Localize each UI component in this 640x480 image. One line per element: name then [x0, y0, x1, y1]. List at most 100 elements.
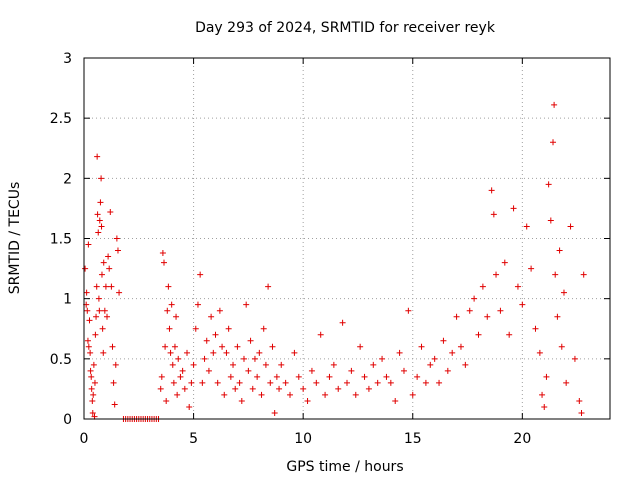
data-points: [82, 101, 587, 422]
data-point: [219, 343, 226, 350]
data-point: [262, 361, 269, 368]
data-point: [560, 289, 567, 296]
data-point: [552, 271, 559, 278]
data-point: [230, 361, 237, 368]
data-point: [94, 211, 101, 218]
data-point: [322, 391, 329, 398]
data-point: [348, 367, 355, 374]
data-point: [85, 241, 92, 248]
data-point: [493, 271, 500, 278]
x-tick-label: 20: [513, 431, 531, 447]
data-point: [83, 289, 90, 296]
data-point: [453, 313, 460, 320]
data-point: [223, 349, 230, 356]
data-point: [169, 361, 176, 368]
data-point: [317, 331, 324, 338]
ticks: 0 5 10 15 20 0 0.5 1 1.5 2 2.5 3: [50, 51, 610, 447]
data-point: [370, 361, 377, 368]
data-point: [536, 349, 543, 356]
data-point: [490, 211, 497, 218]
x-tick-label: 0: [80, 431, 89, 447]
data-point: [107, 209, 114, 216]
data-point: [547, 217, 554, 224]
data-point: [96, 307, 103, 314]
data-point: [170, 379, 177, 386]
data-point: [260, 325, 267, 332]
data-point: [580, 271, 587, 278]
data-point: [269, 343, 276, 350]
data-point: [475, 331, 482, 338]
data-point: [267, 379, 274, 386]
data-point: [240, 355, 247, 362]
data-point: [501, 259, 508, 266]
data-point: [100, 349, 107, 356]
data-point: [276, 385, 283, 392]
data-point: [519, 301, 526, 308]
data-point: [523, 223, 530, 230]
data-point: [449, 349, 456, 356]
data-point: [335, 385, 342, 392]
data-point: [539, 391, 546, 398]
data-point: [102, 283, 109, 290]
data-point: [308, 367, 315, 374]
data-point: [344, 379, 350, 386]
data-point: [90, 391, 97, 398]
data-point: [116, 289, 123, 296]
data-point: [89, 397, 96, 404]
data-point: [427, 361, 434, 368]
data-point: [98, 175, 105, 182]
data-point: [85, 343, 92, 350]
data-point: [98, 223, 105, 230]
data-point: [192, 325, 199, 332]
data-point: [238, 397, 245, 404]
data-point: [462, 361, 469, 368]
data-point: [488, 187, 495, 194]
data-point: [94, 153, 101, 160]
data-point: [352, 391, 359, 398]
data-point: [212, 331, 219, 338]
data-point: [295, 373, 302, 380]
data-point: [113, 235, 120, 242]
data-point: [171, 343, 178, 350]
data-point: [98, 271, 105, 278]
data-point: [431, 355, 438, 362]
data-point: [330, 361, 337, 368]
y-tick-label: 0: [63, 412, 72, 428]
data-point: [184, 349, 191, 356]
data-point: [188, 379, 195, 386]
data-point: [396, 349, 403, 356]
data-point: [175, 355, 182, 362]
data-point: [225, 325, 232, 332]
data-point: [545, 181, 552, 188]
y-tick-label: 0.5: [50, 352, 72, 368]
y-tick-label: 2: [63, 171, 72, 187]
data-point: [567, 223, 574, 230]
data-point: [361, 373, 368, 380]
y-axis-label: SRMTID / TECUs: [7, 182, 23, 295]
data-point: [287, 391, 294, 398]
data-point: [556, 247, 563, 254]
data-point: [93, 283, 100, 290]
data-point: [179, 367, 186, 374]
data-point: [216, 307, 223, 314]
data-point: [506, 331, 513, 338]
data-point: [164, 307, 171, 314]
data-point: [440, 337, 447, 344]
data-point: [166, 325, 173, 332]
data-point: [576, 397, 583, 404]
data-point: [418, 343, 425, 350]
data-point: [278, 361, 285, 368]
data-point: [578, 409, 585, 416]
y-tick-label: 2.5: [50, 111, 72, 127]
data-point: [106, 265, 113, 272]
data-point: [554, 313, 561, 320]
data-point: [89, 409, 96, 416]
data-point: [186, 403, 193, 410]
data-point: [392, 397, 399, 404]
data-point: [265, 283, 272, 290]
data-point: [444, 367, 451, 374]
y-tick-label: 1.5: [50, 232, 72, 248]
x-axis-label: GPS time / hours: [286, 459, 403, 475]
data-point: [271, 409, 278, 416]
data-point: [99, 325, 106, 332]
